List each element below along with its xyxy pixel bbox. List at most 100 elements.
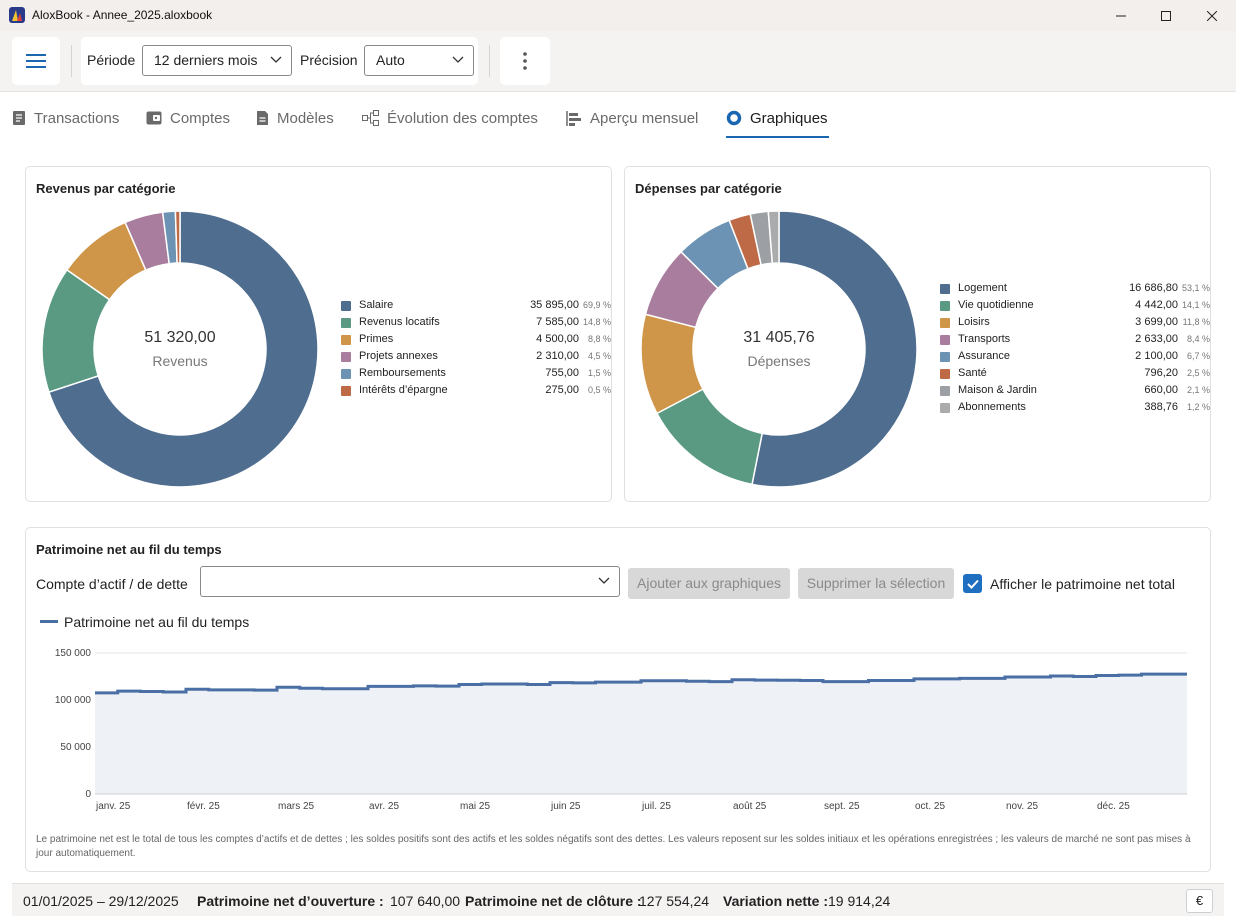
tab-transactions[interactable]: Transactions — [12, 106, 119, 130]
bars-icon — [566, 110, 581, 126]
income-center: 51 320,00 Revenus — [130, 329, 230, 369]
tab-modeles[interactable]: Modèles — [256, 106, 334, 130]
active-tab-indicator — [726, 136, 829, 138]
legend-item: Projets annexes 2 310,00 4,5 % — [341, 349, 611, 366]
legend-swatch — [341, 352, 351, 362]
expense-slice-7[interactable] — [767, 210, 780, 265]
expenses-legend: Logement 16 686,80 53,1 % Vie quotidienne 4 … — [940, 281, 1210, 421]
hamburger-icon — [26, 54, 46, 68]
legend-item: Santé 796,20 2,5 % — [940, 366, 1210, 383]
tab-label: Transactions — [34, 109, 120, 127]
expense-slice-0[interactable] — [751, 210, 918, 488]
status-bar: 01/01/2025 – 29/12/2025 Patrimoine net d… — [12, 883, 1224, 916]
y-tick-label: 50 000 — [60, 742, 91, 753]
legend-percent: 6,7 % — [1186, 351, 1210, 361]
opening-label: Patrimoine net d’ouverture : — [197, 893, 384, 909]
legend-value: 35 895,00 — [530, 299, 579, 311]
legend-item: Intérêts d’épargne 275,00 0,5 % — [341, 383, 611, 400]
legend-name: Logement — [958, 282, 1007, 294]
variation-label: Variation nette : — [723, 893, 829, 909]
networth-line[interactable] — [95, 672, 1187, 695]
networth-line-chart: 0 50 000 100 000 150 000 janv. 25 févr. 25 mar… — [55, 648, 1187, 812]
expenses-title: Dépenses par catégorie — [635, 181, 782, 196]
legend-percent: 8,4 % — [1186, 334, 1210, 344]
income-slice-5[interactable] — [174, 210, 181, 264]
maximize-button[interactable] — [1143, 0, 1189, 31]
hamburger-menu-button[interactable] — [12, 37, 60, 85]
expenses-donut-chart — [640, 210, 918, 488]
legend-name: Projets annexes — [359, 350, 438, 362]
legend-value: 2 310,00 — [536, 350, 579, 362]
wallet-icon — [146, 111, 162, 125]
expenses-total-label: Dépenses — [747, 353, 811, 369]
variation-value: 19 914,24 — [828, 893, 891, 909]
checkmark-icon — [966, 579, 979, 589]
period-controls: Période 12 derniers mois Précision Auto — [81, 37, 478, 85]
account-label: Compte d’actif / de dette — [36, 576, 188, 592]
income-total: 51 320,00 — [144, 329, 216, 346]
income-card: Revenus par catégorie 51 320,00 Revenus … — [25, 166, 612, 502]
more-options-button[interactable] — [500, 37, 550, 85]
toolbar: Période 12 derniers mois Précision Auto — [0, 31, 1236, 92]
networth-title: Patrimoine net au fil du temps — [36, 542, 222, 557]
x-tick-label: déc. 25 — [1097, 801, 1130, 812]
y-tick-label: 100 000 — [55, 695, 92, 706]
legend-item: Vie quotidienne 4 442,00 14,1 % — [940, 298, 1210, 315]
legend-percent: 53,1 % — [1181, 283, 1210, 293]
expenses-total: 31 405,76 — [743, 329, 815, 346]
tree-icon — [362, 110, 379, 126]
minimize-button[interactable] — [1098, 0, 1144, 31]
tab-label: Comptes — [170, 109, 231, 127]
legend-value: 275,00 — [545, 384, 579, 396]
toolbar-divider — [71, 45, 72, 77]
legend-name: Transports — [958, 333, 1011, 345]
legend-swatch — [940, 318, 950, 328]
closing-label: Patrimoine net de clôture : — [465, 893, 642, 909]
legend-name: Maison & Jardin — [958, 384, 1037, 396]
chevron-down-icon — [270, 56, 282, 63]
income-slice-0[interactable] — [47, 210, 319, 488]
income-title: Revenus par catégorie — [36, 181, 176, 196]
close-button[interactable] — [1189, 0, 1235, 31]
tab-comptes[interactable]: Comptes — [146, 106, 230, 130]
title-bar: AloxBook - Annee_2025.aloxbook — [0, 0, 1236, 31]
legend-name: Assurance — [958, 350, 1010, 362]
show-total-label: Afficher le patrimoine net total — [990, 576, 1175, 592]
currency-button[interactable]: € — [1186, 889, 1213, 913]
toolbar-divider — [489, 45, 490, 77]
y-tick-label: 0 — [85, 789, 91, 800]
x-tick-label: mai 25 — [460, 801, 490, 812]
income-total-label: Revenus — [152, 353, 208, 369]
legend-value: 16 686,80 — [1129, 282, 1178, 294]
minimize-icon — [1116, 15, 1126, 16]
tab-graphiques[interactable]: Graphiques — [726, 106, 828, 130]
period-value: 12 derniers mois — [154, 52, 258, 68]
legend-value: 2 100,00 — [1135, 350, 1178, 362]
legend-percent: 14,1 % — [1181, 300, 1210, 310]
legend-line-swatch — [40, 620, 58, 623]
x-tick-label: oct. 25 — [915, 801, 945, 812]
legend-swatch — [341, 335, 351, 345]
legend-item: Assurance 2 100,00 6,7 % — [940, 349, 1210, 366]
legend-swatch — [341, 301, 351, 311]
tab-label: Aperçu mensuel — [590, 109, 699, 127]
x-tick-label: sept. 25 — [824, 801, 860, 812]
precision-select[interactable]: Auto — [364, 45, 474, 76]
legend-swatch — [341, 369, 351, 379]
tab-evolution-comptes[interactable]: Évolution des comptes — [362, 106, 538, 130]
add-to-chart-button[interactable]: Ajouter aux graphiques — [628, 568, 790, 599]
networth-area — [95, 674, 1187, 794]
tab-apercu-mensuel[interactable]: Aperçu mensuel — [566, 106, 698, 130]
remove-selection-button[interactable]: Supprimer la sélection — [798, 568, 954, 599]
legend-value: 4 500,00 — [536, 333, 579, 345]
income-donut-chart — [41, 210, 319, 488]
account-select[interactable] — [200, 566, 620, 597]
chevron-down-icon — [452, 56, 464, 63]
period-select[interactable]: 12 derniers mois — [142, 45, 292, 76]
expenses-card: Dépenses par catégorie 31 405,76 Dépense… — [624, 166, 1211, 502]
show-total-checkbox[interactable] — [963, 574, 982, 593]
legend-swatch — [940, 335, 950, 345]
networth-note: Le patrimoine net est le total de tous l… — [36, 834, 1191, 859]
legend-swatch — [940, 369, 950, 379]
legend-percent: 1,5 % — [587, 368, 611, 378]
